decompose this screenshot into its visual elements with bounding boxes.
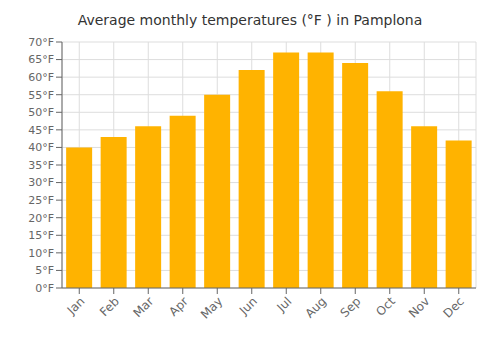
- svg-text:Feb: Feb: [97, 294, 122, 319]
- svg-text:45°F: 45°F: [28, 124, 54, 137]
- svg-text:Mar: Mar: [130, 294, 156, 320]
- svg-text:70°F: 70°F: [28, 36, 54, 49]
- svg-text:5°F: 5°F: [35, 264, 54, 277]
- svg-text:Aug: Aug: [302, 294, 328, 320]
- svg-text:20°F: 20°F: [28, 212, 54, 225]
- svg-text:15°F: 15°F: [28, 229, 54, 242]
- svg-text:May: May: [198, 294, 225, 321]
- svg-text:Apr: Apr: [166, 294, 191, 319]
- svg-text:Jun: Jun: [236, 294, 260, 318]
- svg-text:35°F: 35°F: [28, 159, 54, 172]
- svg-text:Dec: Dec: [441, 294, 467, 320]
- svg-text:55°F: 55°F: [28, 89, 54, 102]
- svg-text:25°F: 25°F: [28, 194, 54, 207]
- svg-text:60°F: 60°F: [28, 71, 54, 84]
- svg-text:0°F: 0°F: [35, 282, 54, 295]
- svg-text:Sep: Sep: [337, 294, 363, 320]
- svg-text:Jan: Jan: [64, 294, 88, 318]
- html-text:Average monthly temperatures (: Average monthly temperatures (°F ) in Pa…: [77, 12, 423, 28]
- svg-text:30°F: 30°F: [28, 176, 54, 189]
- svg-text:Jul: Jul: [274, 294, 295, 315]
- svg-text:65°F: 65°F: [28, 53, 54, 66]
- svg-text:50°F: 50°F: [28, 106, 54, 119]
- svg-text:40°F: 40°F: [28, 141, 54, 154]
- svg-text:10°F: 10°F: [28, 247, 54, 260]
- svg-text:Nov: Nov: [406, 294, 432, 320]
- svg-text:Oct: Oct: [373, 294, 398, 319]
